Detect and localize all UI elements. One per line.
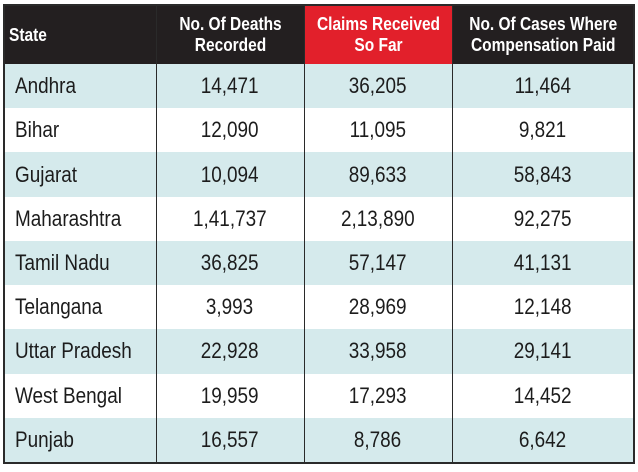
state-cell: Maharashtra: [4, 196, 156, 241]
table-row: Maharashtra 1,41,737 2,13,890 92,275: [4, 196, 634, 241]
compensation-paid-cell: 14,452: [451, 373, 634, 418]
table-row: West Bengal 19,959 17,293 14,452: [4, 373, 634, 418]
deaths-cell: 36,825: [155, 240, 304, 286]
deaths-cell: 14,471: [155, 64, 304, 109]
header-claims: Claims Received So Far: [303, 5, 452, 64]
state-cell: Tamil Nadu: [4, 240, 156, 286]
deaths-cell: 19,959: [155, 373, 304, 418]
state-cell-text: West Bengal: [15, 382, 122, 408]
deaths-cell: 16,557: [155, 417, 304, 463]
state-cell-text: Telangana: [15, 294, 103, 320]
claims-cell-text: 2,13,890: [341, 205, 415, 231]
claims-cell: 33,958: [303, 329, 452, 374]
table-row: Telangana 3,993 28,969 12,148: [4, 285, 634, 330]
claims-cell: 11,095: [303, 108, 452, 153]
state-cell: Bihar: [4, 108, 156, 153]
table-row: Gujarat 10,094 89,633 58,843: [4, 152, 634, 197]
deaths-cell-text: 12,090: [201, 117, 259, 143]
deaths-cell: 10,094: [155, 152, 304, 197]
deaths-cell-text: 10,094: [201, 161, 259, 187]
state-cell: West Bengal: [4, 373, 156, 418]
deaths-cell-text: 1,41,737: [193, 205, 267, 231]
deaths-cell-text: 36,825: [201, 249, 259, 275]
compensation-paid-cell-text: 6,642: [519, 426, 567, 452]
deaths-cell: 3,993: [155, 285, 304, 330]
claims-cell-text: 28,969: [349, 294, 407, 320]
header-state: State: [4, 5, 156, 64]
compensation-paid-cell: 11,464: [451, 64, 634, 109]
header-compensation-paid: No. Of Cases Where Compensation Paid: [451, 5, 634, 64]
claims-cell-text: 36,205: [349, 73, 407, 99]
claims-cell-text: 57,147: [349, 249, 407, 275]
table-row: Tamil Nadu 36,825 57,147 41,131: [4, 240, 634, 286]
compensation-paid-cell-text: 12,148: [513, 294, 572, 320]
state-cell: Uttar Pradesh: [4, 329, 156, 374]
state-cell: Telangana: [4, 285, 156, 330]
state-cell: Andhra: [4, 64, 156, 109]
compensation-paid-cell-text: 29,141: [513, 338, 572, 364]
header-deaths: No. Of Deaths Recorded: [155, 5, 304, 64]
claims-cell-text: 17,293: [349, 382, 407, 408]
claims-cell: 57,147: [303, 240, 452, 286]
claims-cell: 17,293: [303, 373, 452, 418]
state-cell-text: Maharashtra: [15, 205, 122, 231]
compensation-paid-cell: 6,642: [451, 417, 634, 463]
claims-cell: 89,633: [303, 152, 452, 197]
claims-cell-text: 8,786: [354, 426, 402, 452]
claims-cell: 36,205: [303, 64, 452, 109]
table-row: Punjab 16,557 8,786 6,642: [4, 417, 634, 463]
deaths-cell: 12,090: [155, 108, 304, 153]
compensation-paid-cell: 29,141: [451, 329, 634, 374]
deaths-cell-text: 16,557: [201, 426, 259, 452]
compensation-table: State No. Of Deaths Recorded Claims Rece…: [3, 4, 635, 464]
compensation-paid-cell: 41,131: [451, 240, 634, 286]
compensation-paid-cell-text: 58,843: [513, 161, 572, 187]
compensation-paid-cell: 58,843: [451, 152, 634, 197]
deaths-cell: 22,928: [155, 329, 304, 374]
compensation-paid-cell: 9,821: [451, 108, 634, 153]
compensation-paid-cell-text: 41,131: [513, 249, 572, 275]
deaths-cell-text: 14,471: [201, 73, 259, 99]
claims-cell-text: 11,095: [349, 117, 407, 143]
compensation-paid-cell-text: 92,275: [513, 205, 572, 231]
compensation-paid-cell-text: 9,821: [519, 117, 567, 143]
table-row: Bihar 12,090 11,095 9,821: [4, 108, 634, 153]
claims-cell: 2,13,890: [303, 196, 452, 241]
compensation-paid-cell-text: 11,464: [514, 73, 571, 99]
table-row: Uttar Pradesh 22,928 33,958 29,141: [4, 329, 634, 374]
state-cell: Punjab: [4, 417, 156, 463]
state-cell-text: Punjab: [15, 426, 74, 452]
deaths-cell-text: 22,928: [201, 338, 259, 364]
deaths-cell: 1,41,737: [155, 196, 304, 241]
state-cell-text: Bihar: [15, 117, 60, 143]
claims-cell: 28,969: [303, 285, 452, 330]
claims-cell-text: 33,958: [349, 338, 407, 364]
claims-cell: 8,786: [303, 417, 452, 463]
state-cell-text: Tamil Nadu: [15, 249, 110, 275]
state-cell-text: Uttar Pradesh: [15, 338, 132, 364]
header-row: State No. Of Deaths Recorded Claims Rece…: [4, 5, 634, 64]
claims-cell-text: 89,633: [349, 161, 407, 187]
deaths-cell-text: 19,959: [201, 382, 259, 408]
deaths-cell-text: 3,993: [206, 294, 254, 320]
compensation-paid-cell: 12,148: [451, 285, 634, 330]
compensation-paid-cell: 92,275: [451, 196, 634, 241]
state-cell: Gujarat: [4, 152, 156, 197]
compensation-paid-cell-text: 14,452: [513, 382, 572, 408]
state-cell-text: Andhra: [15, 73, 77, 99]
state-cell-text: Gujarat: [15, 161, 78, 187]
table-row: Andhra 14,471 36,205 11,464: [4, 64, 634, 109]
